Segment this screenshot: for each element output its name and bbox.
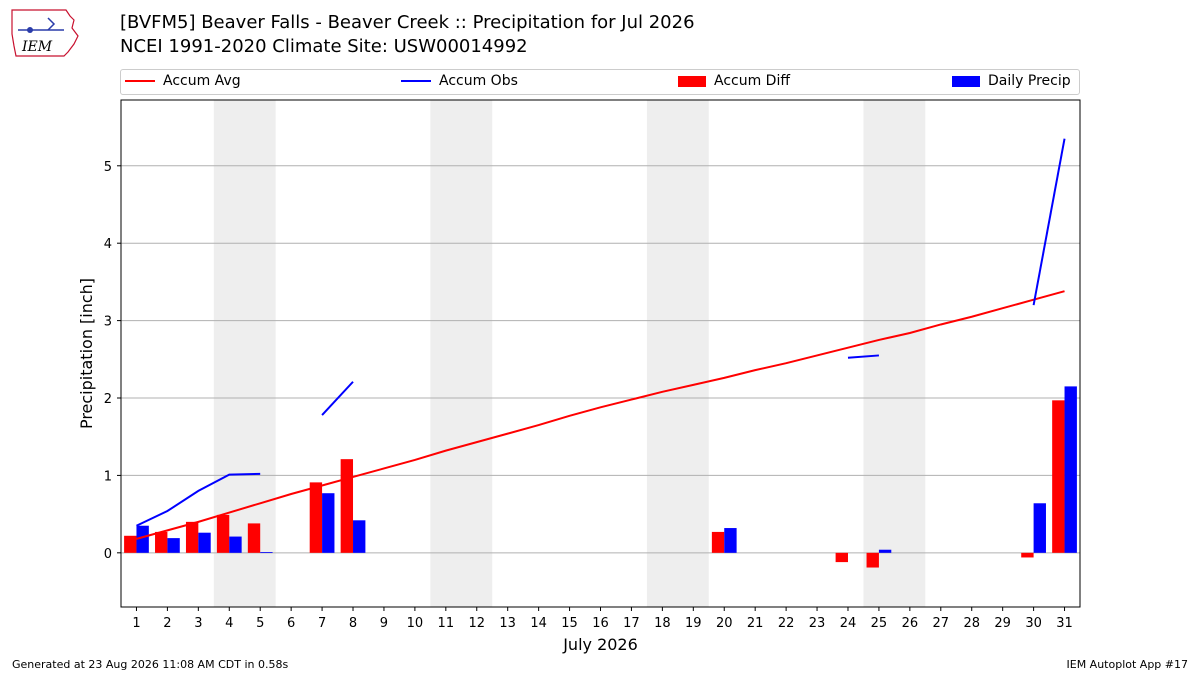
footer-generated: Generated at 23 Aug 2026 11:08 AM CDT in… bbox=[12, 658, 289, 671]
accum-obs-line-segment-2 bbox=[847, 354, 879, 359]
x-tick-label-1: 1 bbox=[132, 616, 140, 631]
x-tick-label-15: 15 bbox=[561, 616, 578, 631]
accum-obs-line-segment-0 bbox=[136, 472, 261, 527]
legend-item-daily-precip: Daily Precip bbox=[952, 73, 1071, 89]
x-tick-label-29: 29 bbox=[994, 616, 1011, 631]
iem-logo: IEM bbox=[8, 6, 80, 58]
x-tick-label-13: 13 bbox=[499, 616, 516, 631]
y-tick-label-1: 1 bbox=[104, 469, 112, 484]
x-tick-label-19: 19 bbox=[685, 616, 702, 631]
diff-bar-day-30 bbox=[1021, 552, 1034, 558]
y-tick-label-2: 2 bbox=[104, 392, 112, 407]
legend-label-accum-diff: Accum Diff bbox=[714, 73, 791, 89]
iowa-map-icon: IEM bbox=[11, 9, 79, 57]
x-tick-label-7: 7 bbox=[318, 616, 326, 631]
daily-bar-day-2 bbox=[167, 538, 180, 553]
chart-title: [BVFM5] Beaver Falls - Beaver Creek :: P… bbox=[120, 12, 695, 33]
x-tick-label-27: 27 bbox=[933, 616, 950, 631]
legend-swatch-accum-diff bbox=[678, 75, 706, 87]
x-tick-label-10: 10 bbox=[407, 616, 424, 631]
diff-bar-day-1 bbox=[124, 535, 137, 553]
y-tick-label-0: 0 bbox=[104, 547, 112, 562]
x-tick-label-24: 24 bbox=[840, 616, 857, 631]
x-tick-label-14: 14 bbox=[530, 616, 547, 631]
legend-item-accum-obs: Accum Obs bbox=[401, 73, 518, 89]
daily-bar-day-20 bbox=[724, 528, 737, 553]
legend-swatch-accum-obs bbox=[401, 80, 431, 82]
x-tick-label-11: 11 bbox=[438, 616, 455, 631]
x-tick-label-8: 8 bbox=[349, 616, 357, 631]
legend-swatch-daily-precip bbox=[952, 75, 980, 87]
weekend-band-3 bbox=[863, 100, 926, 607]
legend-item-accum-diff: Accum Diff bbox=[678, 73, 790, 89]
y-tick-label-3: 3 bbox=[104, 315, 112, 330]
chart-subtitle: NCEI 1991-2020 Climate Site: USW00014992 bbox=[120, 36, 528, 57]
x-tick-label-6: 6 bbox=[287, 616, 295, 631]
x-tick-label-9: 9 bbox=[380, 616, 388, 631]
chart-legend: Accum Avg Accum Obs Accum Diff Daily Pre… bbox=[120, 69, 1080, 95]
x-tick-label-4: 4 bbox=[225, 616, 233, 631]
accum-avg-line-segment-0 bbox=[136, 290, 1065, 540]
x-tick-label-25: 25 bbox=[871, 616, 888, 631]
logo-text: IEM bbox=[21, 39, 53, 55]
y-axis-title: Precipitation [inch] bbox=[77, 278, 96, 429]
daily-bar-day-5 bbox=[260, 552, 273, 553]
x-tick-label-5: 5 bbox=[256, 616, 264, 631]
daily-bar-day-7 bbox=[322, 493, 335, 553]
legend-label-accum-obs: Accum Obs bbox=[439, 73, 518, 89]
x-tick-label-22: 22 bbox=[778, 616, 795, 631]
x-tick-label-16: 16 bbox=[592, 616, 609, 631]
x-axis-title: July 2026 bbox=[562, 635, 638, 654]
daily-bar-day-3 bbox=[198, 532, 211, 553]
accum-obs-line-segment-3 bbox=[1032, 138, 1066, 306]
legend-label-daily-precip: Daily Precip bbox=[988, 73, 1071, 89]
x-tick-label-31: 31 bbox=[1056, 616, 1073, 631]
daily-bar-day-8 bbox=[353, 520, 366, 553]
diff-bar-day-4 bbox=[216, 514, 230, 553]
x-tick-label-3: 3 bbox=[194, 616, 202, 631]
diff-bar-day-8 bbox=[340, 459, 354, 553]
diff-bar-day-5 bbox=[247, 523, 261, 553]
daily-bar-day-31 bbox=[1064, 386, 1077, 553]
daily-bar-day-30 bbox=[1033, 503, 1046, 553]
footer-app: IEM Autoplot App #17 bbox=[1066, 658, 1189, 671]
x-tick-label-2: 2 bbox=[163, 616, 171, 631]
legend-item-accum-avg: Accum Avg bbox=[125, 73, 241, 89]
daily-bar-day-1 bbox=[136, 525, 149, 553]
diff-bar-day-7 bbox=[309, 482, 323, 553]
y-tick-label-4: 4 bbox=[104, 237, 112, 252]
x-tick-label-21: 21 bbox=[747, 616, 764, 631]
x-tick-label-20: 20 bbox=[716, 616, 733, 631]
daily-bar-day-4 bbox=[229, 536, 242, 553]
x-tick-label-28: 28 bbox=[963, 616, 980, 631]
legend-label-accum-avg: Accum Avg bbox=[163, 73, 241, 89]
x-tick-label-18: 18 bbox=[654, 616, 671, 631]
x-tick-label-30: 30 bbox=[1025, 616, 1042, 631]
diff-bar-day-25 bbox=[866, 552, 879, 568]
weekend-band-1 bbox=[430, 100, 493, 607]
x-tick-label-17: 17 bbox=[623, 616, 640, 631]
y-tick-label-5: 5 bbox=[104, 160, 112, 175]
weekend-band-2 bbox=[646, 100, 709, 607]
diff-bar-day-2 bbox=[155, 531, 168, 553]
legend-swatch-accum-avg bbox=[125, 80, 155, 82]
x-tick-label-12: 12 bbox=[468, 616, 485, 631]
accum-obs-line-segment-1 bbox=[321, 381, 354, 416]
x-tick-label-23: 23 bbox=[809, 616, 826, 631]
diff-bar-day-31 bbox=[1052, 400, 1065, 553]
diff-bar-day-20 bbox=[711, 531, 725, 553]
x-tick-label-26: 26 bbox=[902, 616, 919, 631]
daily-bar-day-25 bbox=[878, 549, 892, 553]
diff-bar-day-24 bbox=[835, 552, 848, 563]
diff-bar-day-3 bbox=[185, 521, 199, 553]
